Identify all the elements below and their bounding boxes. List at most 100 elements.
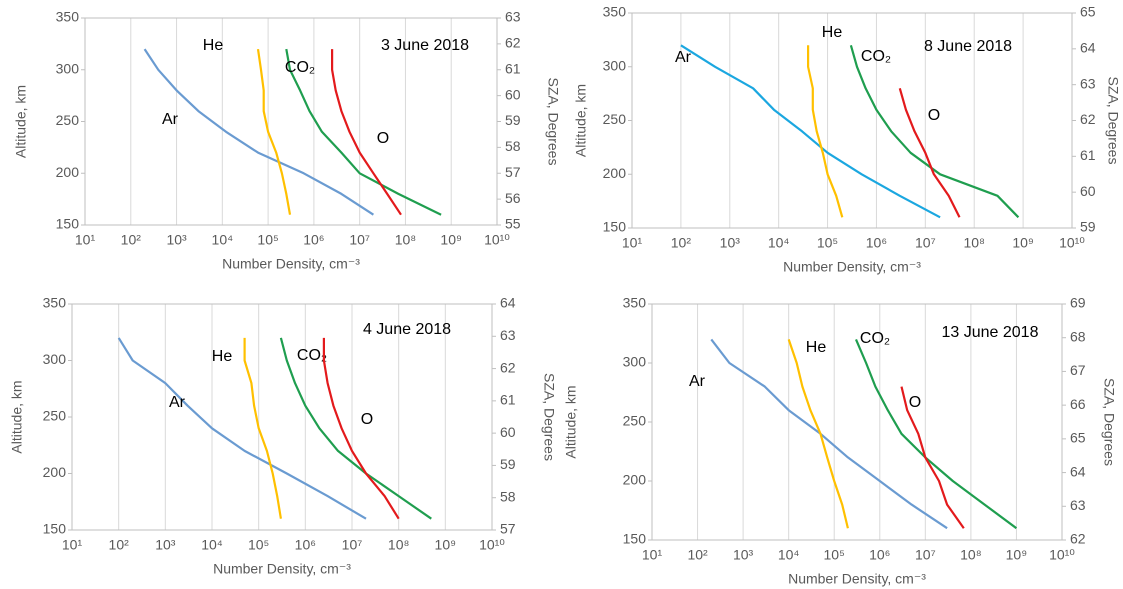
x-tick-label: 10⁸ [963,235,985,251]
series-label: CO₂ [860,330,890,347]
x-tick-label: 10⁴ [778,547,800,563]
x-tick-label: 10¹ [622,235,643,251]
date-annotation: 3 June 2018 [381,37,469,54]
x-tick-label: 10² [109,537,130,553]
y-tick-label: 300 [56,60,80,76]
profile-line [854,338,1018,530]
x-axis-label: Number Density, cm⁻³ [788,571,926,587]
y2-tick-label: 62 [505,35,521,51]
x-tick-label: 10⁹ [440,232,462,248]
y2-axis-label: SZA, Degrees [545,78,561,166]
x-tick-label: 10⁷ [915,235,936,251]
y2-tick-label: 59 [505,112,521,128]
profile-line [243,337,282,519]
y2-tick-label: 59 [1080,219,1096,235]
series-label: He [806,339,827,356]
profile-line [279,337,432,520]
profile-line [285,48,442,216]
y-tick-label: 250 [623,413,647,429]
x-tick-label: 10¹ [75,232,96,248]
x-tick-label: 10⁵ [817,235,838,251]
y2-tick-label: 65 [1080,4,1096,20]
series-label: He [203,37,224,54]
y2-axis-label: SZA, Degrees [541,373,557,461]
profile-line [680,44,941,219]
series-label: CO₂ [285,59,315,76]
series-label: CO₂ [861,48,891,65]
series-label: O [909,394,921,411]
y-axis-label: Altitude, km [563,385,579,458]
y2-tick-label: 61 [1080,147,1096,163]
y-axis-label: Altitude, km [573,84,589,157]
x-tick-label: 10⁷ [349,232,370,248]
y2-tick-label: 57 [500,521,516,537]
x-tick-label: 10² [687,547,708,563]
y-tick-label: 150 [623,531,647,547]
series-label: O [377,130,389,147]
series-label: Ar [675,49,692,66]
y-tick-label: 350 [43,295,67,311]
x-tick-label: 10⁵ [248,537,269,553]
x-tick-label: 10³ [166,232,187,248]
x-tick-label: 10³ [720,235,741,251]
x-tick-label: 10⁹ [1006,547,1028,563]
y2-tick-label: 64 [1070,463,1086,479]
y2-tick-label: 55 [505,216,521,232]
y2-tick-label: 62 [1080,111,1096,127]
profile-line [898,87,961,218]
x-tick-label: 10⁹ [1012,235,1034,251]
y-tick-label: 200 [56,164,80,180]
y2-axis-label: SZA, Degrees [1105,77,1121,165]
y2-tick-label: 63 [500,327,516,343]
x-tick-label: 10⁴ [212,232,234,248]
y-tick-label: 150 [603,219,627,235]
profile-line [143,48,374,216]
y-tick-label: 300 [603,57,627,73]
x-tick-label: 10⁸ [395,232,417,248]
profile-line [849,44,1020,219]
y-tick-label: 200 [43,464,67,480]
y-axis-label: Altitude, km [13,85,29,158]
y2-tick-label: 60 [505,86,521,102]
x-tick-label: 10⁸ [960,547,982,563]
x-tick-label: 10⁵ [257,232,278,248]
y2-tick-label: 65 [1070,430,1086,446]
profile-line [787,339,849,529]
x-axis-label: Number Density, cm⁻³ [783,259,921,275]
x-tick-label: 10³ [733,547,754,563]
x-tick-label: 10⁶ [866,235,887,251]
profile-line [331,49,402,216]
y2-tick-label: 64 [500,295,516,311]
y-tick-label: 350 [623,295,647,311]
y-tick-label: 200 [603,165,627,181]
series-label: Ar [169,394,186,411]
y2-tick-label: 60 [1080,183,1096,199]
x-tick-label: 10⁴ [768,235,790,251]
x-tick-label: 10⁴ [201,537,223,553]
date-annotation: 8 June 2018 [924,38,1012,55]
series-label: O [361,411,373,428]
y2-tick-label: 68 [1070,328,1086,344]
y-tick-label: 250 [603,111,627,127]
y2-tick-label: 58 [500,488,516,504]
x-axis-label: Number Density, cm⁻³ [222,256,360,272]
y-tick-label: 250 [56,112,80,128]
x-tick-label: 10² [671,235,692,251]
y2-tick-label: 56 [505,190,521,206]
x-tick-label: 10¹⁰ [1049,547,1075,563]
y2-tick-label: 63 [1080,75,1096,91]
profile-line [807,45,844,218]
series-label: Ar [162,111,179,128]
x-tick-label: 10³ [155,537,176,553]
y2-tick-label: 60 [500,424,516,440]
series-label: Ar [689,373,706,390]
x-tick-label: 10⁹ [435,537,457,553]
x-tick-label: 10¹⁰ [1059,235,1085,251]
x-tick-label: 10¹⁰ [479,537,505,553]
y2-tick-label: 61 [505,60,521,76]
y-tick-label: 300 [623,354,647,370]
y2-tick-label: 63 [1070,497,1086,513]
profile-line [256,48,292,215]
x-tick-label: 10⁶ [869,547,890,563]
